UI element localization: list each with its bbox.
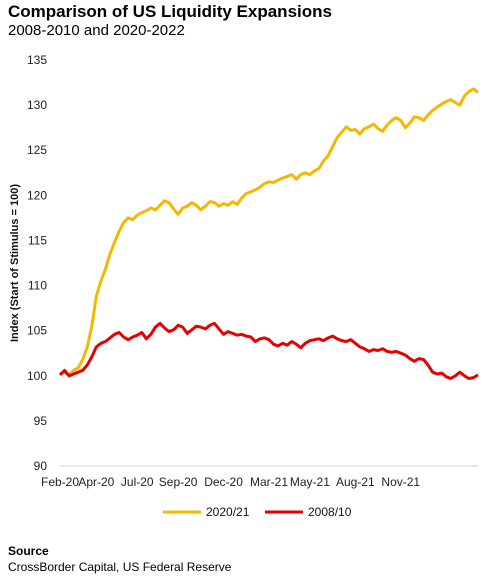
y-axis-ticks: 90 95 100 105 110 115 120 125 130 135	[27, 53, 47, 473]
y-tick-label: 95	[34, 414, 48, 428]
x-tick-label: Jul-20	[121, 475, 154, 489]
series-line-1	[58, 321, 479, 380]
x-tick-label: Nov-21	[381, 475, 420, 489]
legend-label: 2020/21	[206, 505, 250, 519]
x-tick-label: Apr-20	[78, 475, 114, 489]
chart-title: Comparison of US Liquidity Expansions	[8, 2, 332, 21]
legend: 2020/21 2008/10	[163, 505, 352, 519]
y-tick-label: 125	[27, 143, 47, 157]
legend-label: 2008/10	[308, 505, 352, 519]
series-line-0	[59, 87, 479, 377]
y-tick-label: 90	[34, 459, 48, 473]
x-tick-label: Aug-21	[336, 475, 375, 489]
y-tick-label: 105	[27, 324, 47, 338]
chart-subtitle: 2008-2010 and 2020-2022	[8, 22, 185, 39]
x-tick-label: Feb-20	[41, 475, 79, 489]
x-axis-ticks: Feb-20 Apr-20 Jul-20 Sep-20 Dec-20 Mar-21 May-…	[41, 475, 420, 489]
y-tick-label: 115	[28, 233, 47, 247]
x-tick-label: Dec-20	[204, 475, 243, 489]
y-tick-label: 130	[27, 98, 47, 112]
series-lines	[58, 87, 479, 380]
x-tick-label: Sep-20	[159, 475, 198, 489]
y-tick-label: 110	[28, 279, 47, 293]
y-axis-label: Index (Start of Stimulus = 100)	[9, 184, 21, 342]
source-heading: Source	[8, 544, 49, 558]
y-tick-label: 120	[27, 188, 47, 202]
y-tick-label: 135	[27, 53, 47, 67]
x-tick-label: Mar-21	[250, 475, 288, 489]
x-tick-label: May-21	[290, 475, 330, 489]
y-tick-label: 100	[27, 369, 47, 383]
source-text: CrossBorder Capital, US Federal Reserve	[8, 560, 232, 574]
